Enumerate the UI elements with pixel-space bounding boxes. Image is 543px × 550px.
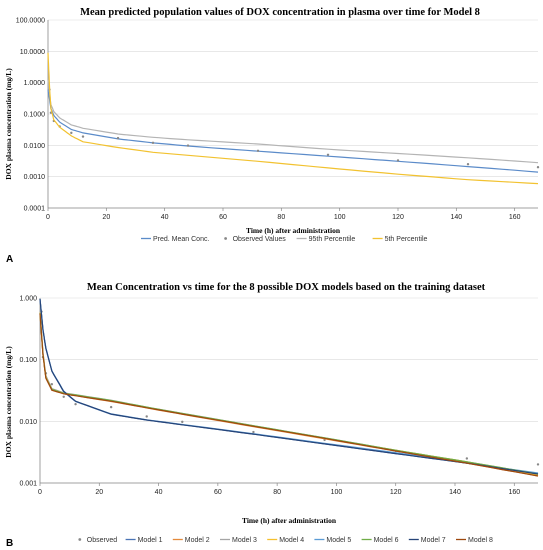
panel-b-series-model-1: [39, 299, 539, 475]
panel-a-observed-point: [396, 159, 400, 162]
panel-a-x-tick-label: 100: [334, 214, 346, 221]
panel-b-observed-point: [465, 457, 469, 460]
panel-b-legend-label-model-4: Model 4: [279, 537, 304, 544]
panel-a-series-pred-mean-conc: [47, 89, 539, 173]
panel-a-observed-point: [70, 131, 73, 135]
panel-a-x-tick-label: 60: [219, 214, 227, 221]
panel-a-legend-swatch-observed-values: [224, 237, 228, 240]
panel-a-observed-point: [186, 144, 190, 147]
panel-b-legend-label-model-3: Model 3: [232, 537, 257, 544]
panel-b-y-tick-label: 0.001: [19, 481, 37, 488]
panel-a-observed-point: [536, 166, 540, 169]
panel-b-series-model-2: [39, 313, 539, 477]
panel-a-y-tick-label: 0.0001: [24, 206, 46, 213]
panel-a-observed-point: [116, 136, 120, 140]
panel-b-title: Mean Concentration vs time for the 8 pos…: [87, 282, 486, 293]
panel-b: Mean Concentration vs time for the 8 pos…: [4, 282, 540, 549]
panel-b-x-axis-label: Time (h) after administration: [242, 516, 337, 525]
panel-b-x-tick-label: 80: [273, 489, 281, 496]
panel-b-observed-point: [536, 463, 540, 466]
panel-b-letter: B: [6, 538, 13, 549]
panel-b-observed-point: [252, 430, 255, 434]
panel-a-observed-point: [81, 135, 85, 138]
panel-a-x-tick-label: 120: [392, 214, 404, 221]
panel-b-x-tick-label: 160: [508, 489, 520, 496]
panel-b-y-tick-label: 0.010: [19, 419, 37, 426]
panel-a-series-5th-percentile: [47, 52, 539, 185]
panel-a-y-tick-label: 0.1000: [24, 112, 46, 119]
panel-b-observed-point: [50, 383, 54, 386]
panel-b-observed-point: [145, 415, 148, 418]
panel-b-observed-point: [62, 395, 65, 398]
panel-a-legend: Pred. Mean Conc. Observed Values 95th Perc…: [141, 236, 428, 243]
panel-a-y-tick-label: 1.0000: [24, 80, 46, 87]
panel-b-x-tick-label: 20: [95, 489, 103, 496]
panel-b-series-model-3: [39, 311, 539, 475]
panel-a-y-tick-label: 0.0100: [24, 143, 46, 150]
panel-b-series-model-8: [39, 313, 539, 477]
panel-b-x-tick-label: 40: [155, 489, 163, 496]
panel-a-x-tick-label: 160: [509, 214, 521, 221]
panel-a-x-tick-label: 140: [450, 214, 462, 221]
panel-b-x-tick-label: 60: [214, 489, 222, 496]
panel-b-series-model-4: [39, 312, 539, 476]
panel-a-series-95th-percentile: [47, 80, 539, 164]
panel-b-series-model-6: [39, 313, 539, 475]
panel-b-y-tick-label: 0.100: [19, 357, 37, 364]
panel-a-plot-area: 0.0001 0.0010 0.0100 0.1000 1.0000 10.0000 100…: [16, 18, 540, 221]
panel-b-legend-swatch-observed: [78, 538, 82, 541]
panel-a-x-tick-label: 40: [161, 214, 169, 221]
panel-b-legend-label-model-7: Model 7: [421, 537, 446, 544]
panel-a-y-tick-label: 0.0010: [24, 174, 46, 181]
panel-a-observed-point: [326, 153, 330, 156]
panel-b-y-axis-label: DOX plasma concentration (mg/L): [4, 346, 13, 458]
panel-b-observed-point: [74, 402, 77, 406]
panel-b-legend-label-model-8: Model 8: [468, 537, 493, 544]
panel-a-title: Mean predicted population values of DOX …: [80, 7, 480, 18]
panel-b-y-tick-label: 1.000: [19, 296, 37, 303]
panel-b-observed-point: [109, 405, 113, 409]
panel-a-y-tick-label: 100.0000: [16, 18, 45, 25]
panel-a-legend-label-pred-mean-conc: Pred. Mean Conc.: [153, 236, 209, 243]
panel-b-observed-point: [181, 420, 184, 424]
panel-a-observed-point: [151, 141, 155, 145]
panel-b-plot-area: 0.001 0.010 0.100 1.000 0 20 40 60 80 100 120 140 16…: [19, 296, 540, 496]
panel-a: Mean predicted population values of DOX …: [4, 7, 540, 265]
panel-a-x-axis-label: Time (h) after administration: [246, 226, 341, 235]
panel-b-x-tick-label: 0: [38, 489, 42, 496]
panel-b-legend-label-observed: Observed: [87, 537, 117, 544]
panel-b-x-tick-label: 140: [449, 489, 461, 496]
panel-a-legend-label-95th-percentile: 95th Percentile: [309, 236, 356, 243]
panel-a-legend-label-5th-percentile: 5th Percentile: [385, 236, 428, 243]
panel-a-y-axis-label: DOX plasma concentration (mg/L): [4, 68, 13, 180]
panel-b-x-tick-label: 100: [331, 489, 343, 496]
panel-a-x-tick-label: 20: [102, 214, 110, 221]
panel-a-legend-label-observed-values: Observed Values: [233, 236, 287, 243]
panel-a-y-tick-label: 10.0000: [20, 49, 45, 56]
panel-a-x-tick-label: 0: [46, 214, 50, 221]
panel-b-x-tick-label: 120: [390, 489, 402, 496]
panel-a-observed-point: [256, 149, 260, 152]
panel-a-letter: A: [6, 254, 13, 265]
panel-b-legend-label-model-6: Model 6: [374, 537, 399, 544]
panel-b-series-model-5: [39, 298, 539, 474]
panel-b-legend: Observed Model 1 Model 2 Model 3 Model 4 Mode…: [78, 537, 493, 544]
panel-a-x-tick-label: 80: [277, 214, 285, 221]
panel-b-legend-label-model-1: Model 1: [138, 537, 163, 544]
panel-b-legend-label-model-2: Model 2: [185, 537, 210, 544]
panel-a-observed-point: [466, 162, 470, 166]
panel-b-series-model-7: [39, 299, 539, 475]
panel-b-legend-label-model-5: Model 5: [326, 537, 351, 544]
